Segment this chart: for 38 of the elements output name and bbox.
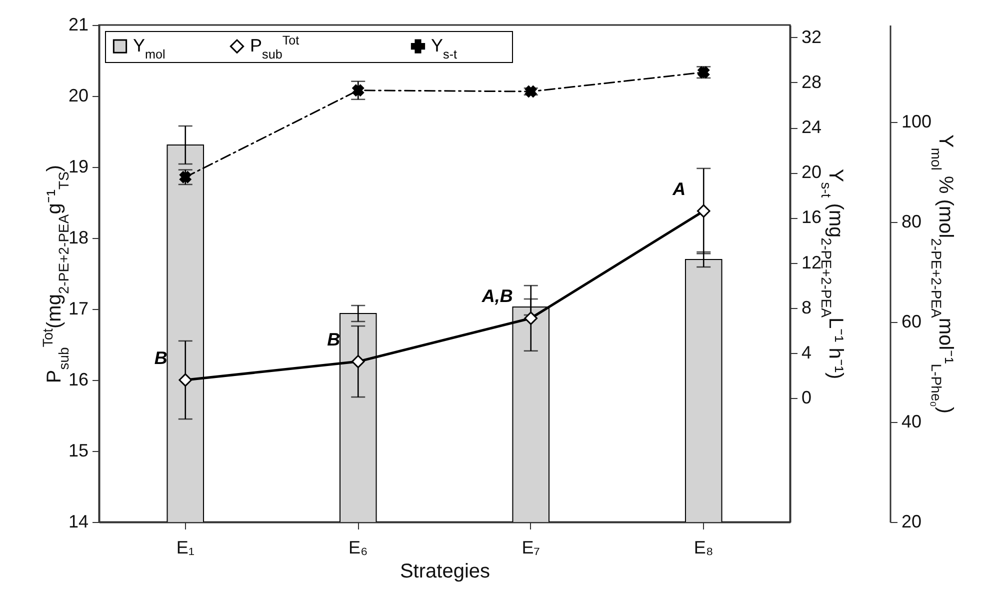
x-tick-label: E₇ bbox=[522, 538, 540, 558]
y-tick-label: 14 bbox=[68, 512, 88, 532]
annotation: B bbox=[327, 330, 340, 350]
legend-label: Y$_{s-t}$ bbox=[431, 35, 458, 62]
x-tick-label: E₁ bbox=[176, 538, 194, 558]
annotation: A,B bbox=[480, 286, 513, 306]
point bbox=[696, 204, 710, 218]
y2-tick-label: 12 bbox=[802, 252, 822, 272]
annotation: B bbox=[154, 348, 168, 368]
y-tick-label: 18 bbox=[68, 228, 88, 248]
y3-tick-label: 100 bbox=[902, 112, 932, 132]
x-tick-label: E₆ bbox=[348, 538, 368, 558]
y2-tick-label: 32 bbox=[802, 26, 822, 47]
y-tick-label: 17 bbox=[68, 298, 88, 318]
y2-tick-label: 8 bbox=[802, 297, 812, 318]
y-tick-label: 19 bbox=[68, 156, 88, 176]
y3-tick-label: 40 bbox=[902, 412, 922, 432]
annotation: A bbox=[672, 179, 686, 200]
y3-tick-label: 20 bbox=[902, 512, 922, 532]
y-tick-label: 16 bbox=[68, 370, 88, 390]
y2-tick-label: 20 bbox=[802, 162, 822, 182]
y2-tick-label: 16 bbox=[802, 207, 822, 228]
y-tick-label: 15 bbox=[68, 440, 88, 460]
point bbox=[178, 373, 192, 387]
y3-tick-label: 80 bbox=[902, 212, 922, 232]
y3-tick-label: 60 bbox=[902, 312, 922, 332]
y2-tick-label: 28 bbox=[802, 72, 822, 92]
x-tick-label: E₈ bbox=[694, 538, 714, 558]
y2-tick-label: 0 bbox=[802, 388, 812, 408]
point bbox=[351, 354, 365, 368]
y2-tick-label: 4 bbox=[802, 342, 812, 362]
x-axis-title: Strategies bbox=[400, 560, 490, 582]
y2-tick-label: 24 bbox=[802, 117, 822, 138]
point bbox=[524, 312, 538, 325]
legend-label: Y$_{mol}$ bbox=[133, 35, 166, 62]
point bbox=[352, 84, 364, 96]
y-tick-label: 20 bbox=[68, 86, 88, 106]
y-tick-label: 21 bbox=[68, 14, 88, 34]
